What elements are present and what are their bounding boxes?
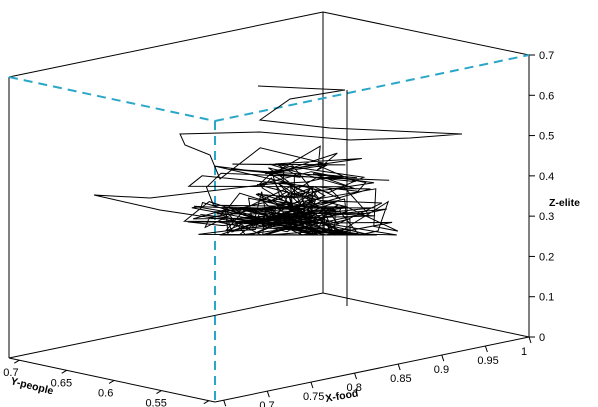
z-tick-label: 0 — [539, 332, 545, 344]
guide-line — [8, 76, 216, 122]
box-edge — [8, 11, 324, 78]
y-tick-mark — [108, 380, 115, 384]
trajectory — [93, 85, 463, 306]
z-tick-label: 0.2 — [539, 251, 554, 263]
guide-line — [214, 54, 530, 122]
x-tick-mark — [223, 400, 227, 407]
y-tick-mark — [203, 400, 210, 405]
z-tick-label: 0.3 — [539, 211, 554, 223]
x-tick-label: 0.8 — [347, 382, 362, 394]
x-axis-label: X-food — [324, 387, 359, 405]
z-tick-label: 0.6 — [539, 90, 554, 102]
z-tick-label: 0.5 — [539, 131, 554, 143]
x-tick-mark — [266, 391, 270, 398]
x-tick-mark — [484, 345, 488, 353]
z-tick-label: 0.4 — [539, 171, 554, 183]
x-tick-label: 0.95 — [477, 355, 498, 367]
x-tick-mark — [397, 363, 401, 371]
x-tick-mark — [441, 354, 445, 362]
y-tick-label: 0.7 — [3, 367, 18, 379]
z-tick-label: 0.7 — [539, 50, 554, 62]
box-edge — [322, 11, 530, 56]
x-tick-label: 0.85 — [390, 373, 411, 385]
x-tick-mark — [528, 336, 532, 344]
y-tick-label: 0.6 — [98, 387, 113, 399]
x-tick-label: 1 — [521, 346, 527, 358]
y-axis-ticks: 0.70.650.60.550.5 — [3, 359, 210, 407]
y-tick-label: 0.65 — [51, 377, 72, 389]
box-edge — [214, 336, 530, 403]
y-tick-mark — [61, 369, 67, 374]
x-tick-mark — [354, 372, 358, 380]
y-axis-label: Y-people — [9, 375, 55, 397]
box-edge — [322, 292, 530, 338]
x-axis-ticks: 0.7 0.75 0.8 0.85 0.9 0.95 1 — [223, 336, 532, 407]
y-tick-mark — [14, 359, 20, 364]
z-axis-label: Z-elite — [549, 197, 580, 209]
x-tick-mark — [310, 381, 314, 389]
y-tick-label: 0.55 — [145, 398, 166, 407]
y-tick-mark — [156, 390, 162, 394]
z-axis-ticks: 0 0.1 0.2 0.3 0.4 0.5 0.6 0.7 — [529, 50, 554, 344]
box-edge — [8, 357, 216, 403]
z-tick-label: 0.1 — [539, 292, 554, 304]
trajectory-line — [93, 85, 463, 236]
x-tick-label: 0.75 — [303, 391, 324, 403]
plot-box — [8, 11, 530, 403]
box-edge — [8, 292, 324, 359]
x-tick-label: 0.7 — [259, 400, 274, 407]
x-tick-label: 0.9 — [434, 364, 449, 376]
